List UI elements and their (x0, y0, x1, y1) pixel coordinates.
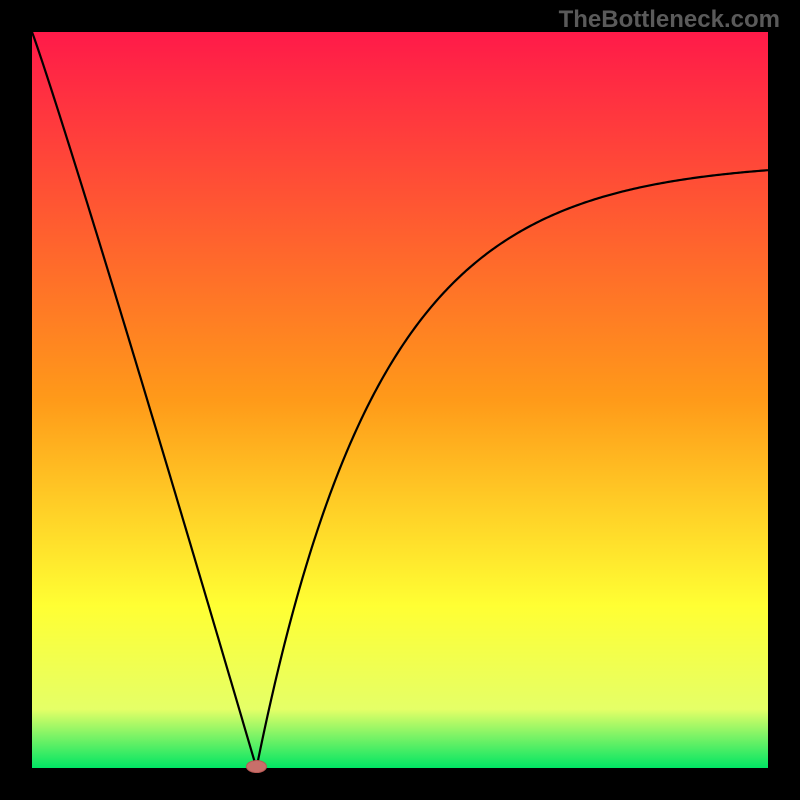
attribution-text: TheBottleneck.com (559, 6, 780, 34)
chart-container: TheBottleneck.com (0, 0, 800, 800)
min-marker (246, 761, 266, 773)
bottleneck-curve (32, 32, 768, 768)
plot-area (32, 32, 768, 768)
curve-path (32, 32, 768, 768)
